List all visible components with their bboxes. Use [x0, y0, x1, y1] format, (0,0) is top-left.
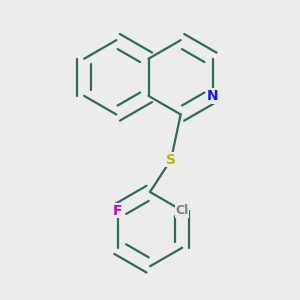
- Text: F: F: [113, 204, 123, 218]
- Text: N: N: [207, 89, 219, 103]
- Text: Cl: Cl: [176, 204, 189, 217]
- Text: S: S: [166, 153, 176, 167]
